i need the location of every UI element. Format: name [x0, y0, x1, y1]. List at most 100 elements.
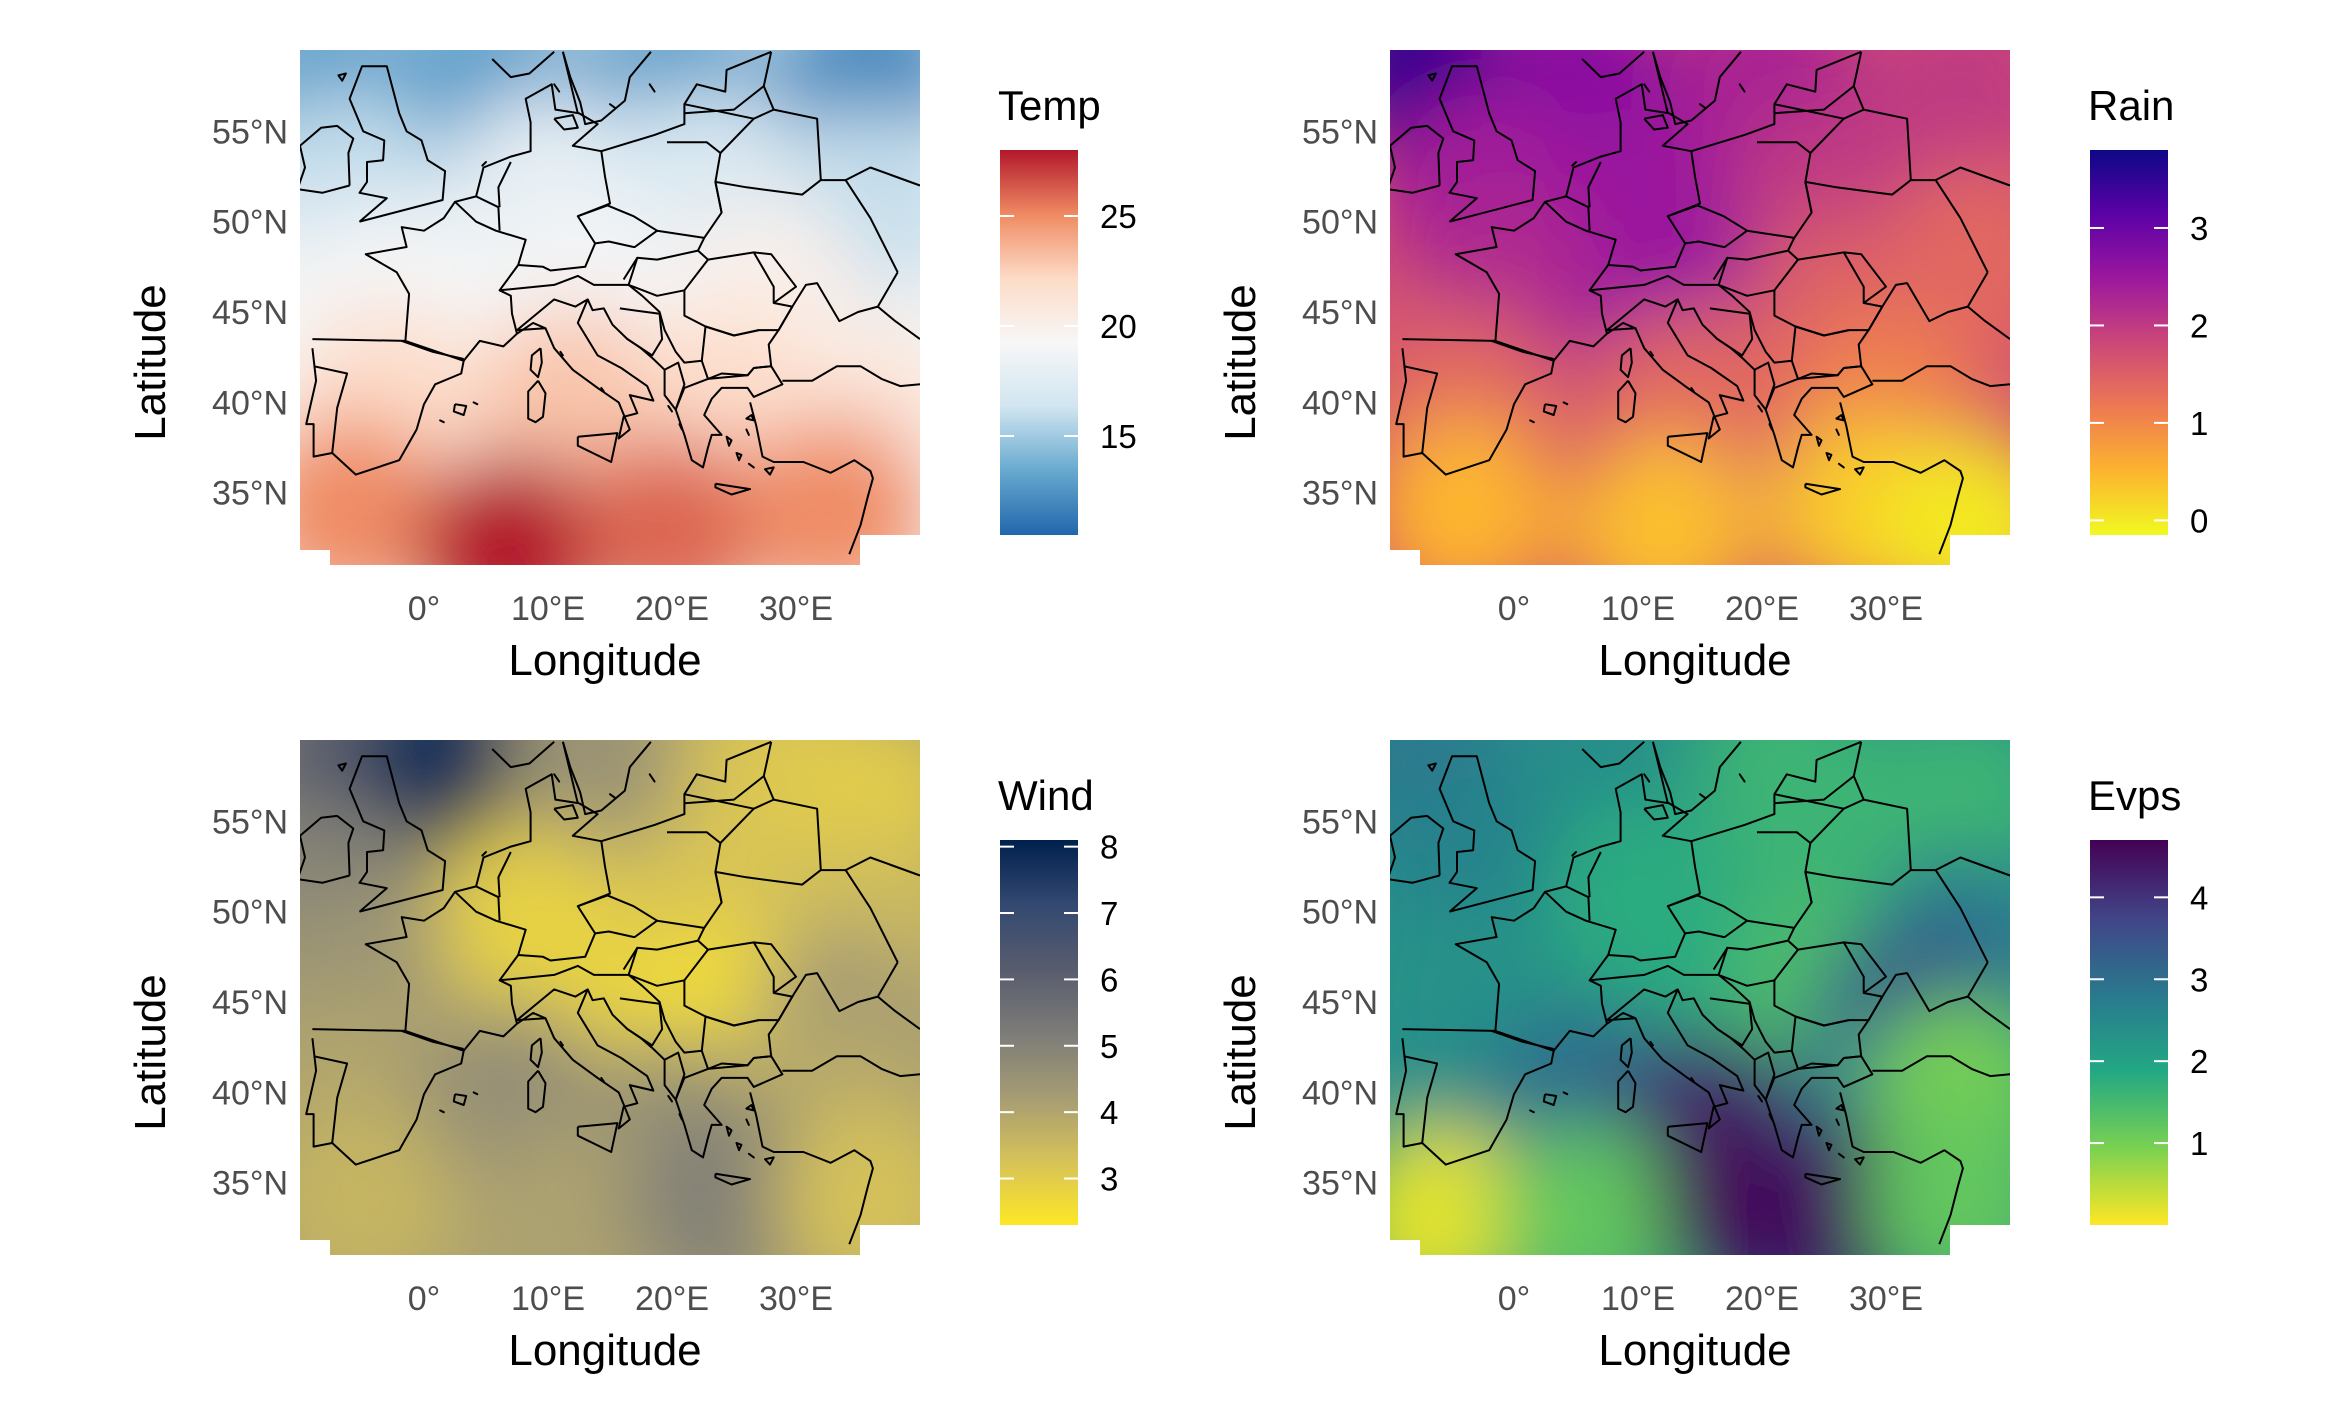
- x-tick-label: 30°E: [759, 590, 833, 628]
- x-tick-label: 0°: [408, 590, 441, 628]
- sardinia-outline: [527, 380, 547, 424]
- moldova-border-line: [1843, 251, 1887, 304]
- island-outline: [1690, 1076, 1695, 1083]
- wind-field-point: [626, 1105, 817, 1255]
- wind-legend-title: Wind: [998, 772, 1094, 819]
- wind-field-point: [775, 1105, 920, 1255]
- legend-tick-label: 7: [1100, 895, 1118, 932]
- island-outline: [1643, 773, 1651, 783]
- island-outline: [1500, 41, 1501, 46]
- ukraine-border-line: [714, 869, 899, 963]
- island-outline: [735, 452, 743, 462]
- iberia-outline: [1395, 1028, 1555, 1166]
- black-sea-south-outline: [1872, 365, 2010, 388]
- mainland-coast-outline: [1454, 740, 1862, 1031]
- y-tick-label: 35°N: [212, 1165, 288, 1203]
- island-outline: [764, 1156, 775, 1166]
- baltic-border-line: [1809, 741, 1865, 844]
- island-outline: [745, 414, 755, 422]
- evps-map-panel: 0° 10°E 20°E 30°E 35°N 40°N 45°N 50°N 55°N Longit…: [1090, 690, 2208, 1380]
- island-outline: [764, 466, 775, 476]
- scandinavia-coast-outline: [1581, 741, 1645, 769]
- romania-border-line: [683, 251, 794, 337]
- mallorca-outline: [1542, 1093, 1558, 1106]
- mainland-coast-outline: [364, 740, 772, 1031]
- island-outline: [600, 1076, 605, 1083]
- ireland-outline: [1390, 124, 1445, 194]
- evps-field-point: [1493, 1123, 1684, 1255]
- y-tick-label: 35°N: [212, 475, 288, 513]
- island-outline: [747, 1152, 755, 1159]
- greece-border-line: [674, 374, 748, 410]
- italy-outline: [516, 298, 655, 440]
- bosnia-border-line: [1709, 997, 1754, 1047]
- island-outline: [1768, 423, 1773, 431]
- y-axis-title: Latitude: [1216, 974, 1265, 1131]
- x-axis-title: Longitude: [508, 1326, 701, 1375]
- hungary-border-line: [622, 939, 709, 987]
- sweden-coast-outline: [561, 741, 652, 816]
- benelux-border-line: [1565, 195, 1591, 231]
- island-outline: [553, 773, 561, 783]
- temp-legend-colorbar: [1000, 150, 1078, 535]
- france-border-line: [1544, 201, 1617, 334]
- y-tick-label: 45°N: [212, 294, 288, 332]
- y-tick-label: 35°N: [1302, 1165, 1378, 1203]
- legend-tick-label: 3: [2190, 961, 2208, 998]
- bosnia-border-line: [619, 997, 664, 1047]
- island-outline: [1699, 103, 1706, 109]
- alps-border-line: [499, 947, 639, 982]
- bulgaria-border-line: [705, 325, 760, 337]
- legend-tick-label: 0: [2190, 502, 2208, 539]
- wind-legend-colorbar: [1000, 840, 1078, 1225]
- benelux-border-line: [475, 195, 501, 231]
- czech-border-line: [1667, 894, 1749, 938]
- rain-map-panel: 0° 10°E 20°E 30°E 35°N 40°N 45°N 50°N 55°N Longit…: [1090, 0, 2208, 690]
- island-outline: [1815, 1125, 1823, 1137]
- y-tick-label: 40°N: [1302, 384, 1378, 422]
- wind-heat-field: [300, 740, 920, 1255]
- island-outline: [667, 405, 673, 413]
- mainland-coast-outline: [1454, 50, 1862, 341]
- island-outline: [1835, 414, 1845, 422]
- x-tick-label: 10°E: [1601, 1280, 1675, 1318]
- baltic-border-line: [1809, 51, 1865, 154]
- evps-legend-title: Evps: [2088, 772, 2181, 819]
- italy-outline: [1606, 298, 1745, 440]
- mainland-coast-outline: [364, 50, 772, 341]
- legend-tick-label: 2: [2190, 1043, 2208, 1080]
- evps-field-point: [1865, 740, 2010, 899]
- rain-field-point: [1865, 50, 2010, 191]
- island-outline: [1757, 405, 1763, 413]
- rain-legend-title: Rain: [2088, 82, 2174, 129]
- britain-outline: [348, 755, 447, 913]
- island-outline: [735, 1142, 743, 1152]
- legend-tick-label: 4: [2190, 879, 2208, 916]
- temp-chart-svg: 0° 10°E 20°E 30°E 35°N 40°N 45°N 50°N 55°N Longit…: [126, 50, 1137, 685]
- lithuania-border-line: [684, 775, 765, 805]
- wind-country-outlines: [300, 740, 920, 1245]
- y-tick-label: 50°N: [1302, 894, 1378, 932]
- rain-field-point: [1567, 433, 1758, 565]
- sweden-norway-border-line: [1651, 51, 1669, 114]
- germany-west-border-line: [1587, 161, 1602, 208]
- france-med-coast-outline: [462, 1011, 546, 1052]
- corsica-outline: [529, 1037, 543, 1069]
- legend-tick-label: 15: [1100, 418, 1137, 455]
- romania-border-line: [1773, 941, 1884, 1027]
- island-outline: [1825, 1142, 1833, 1152]
- x-tick-label: 30°E: [1849, 1280, 1923, 1318]
- island-outline: [725, 435, 733, 447]
- france-med-coast-outline: [1552, 1011, 1636, 1052]
- island-outline: [1649, 1040, 1654, 1047]
- x-tick-label: 30°E: [1849, 590, 1923, 628]
- sicily-outline: [1666, 1122, 1709, 1153]
- island-outline: [609, 103, 616, 109]
- greece-border-line: [1764, 1064, 1838, 1100]
- evps-country-outlines: [1390, 740, 2010, 1245]
- y-tick-label: 45°N: [1302, 984, 1378, 1022]
- island-outline: [1571, 851, 1577, 857]
- sardinia-outline: [1617, 380, 1637, 424]
- britain-outline: [1438, 65, 1537, 223]
- island-outline: [648, 773, 656, 783]
